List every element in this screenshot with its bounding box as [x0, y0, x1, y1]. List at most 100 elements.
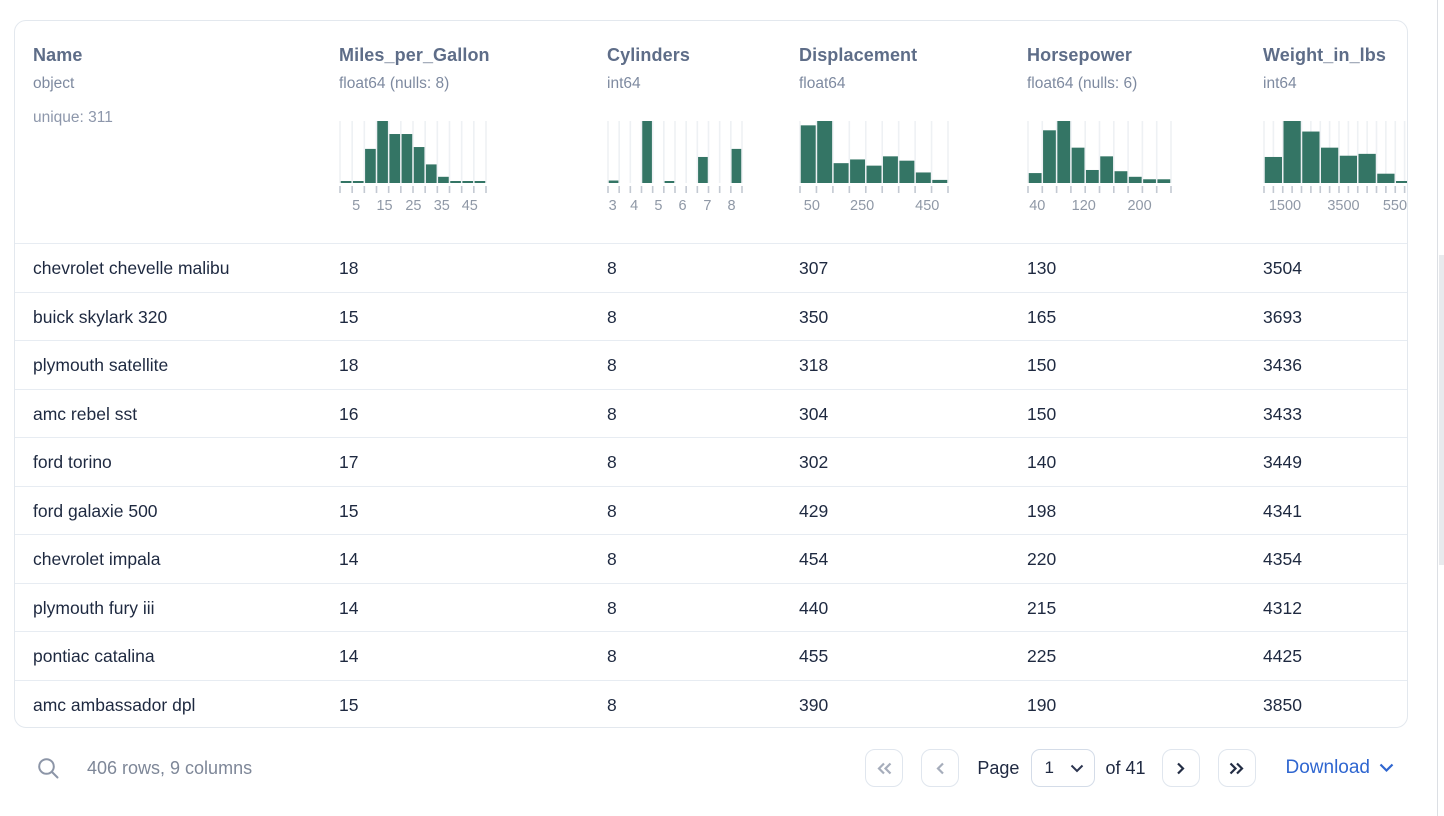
- column-histogram-wrap: 5 15 25 35 45: [339, 121, 487, 220]
- cell-displacement: 350: [799, 306, 829, 327]
- svg-text:120: 120: [1072, 198, 1096, 214]
- column-dtype: object: [33, 75, 75, 92]
- last-page-button[interactable]: [1217, 749, 1256, 787]
- cell-cylinders: 8: [607, 403, 617, 424]
- svg-text:3500: 3500: [1327, 198, 1359, 214]
- svg-text:40: 40: [1029, 198, 1045, 214]
- chevron-down-icon: [1379, 763, 1394, 773]
- svg-text:6: 6: [678, 198, 686, 214]
- column-unique-count: unique: 311: [33, 109, 113, 126]
- column-name: Cylinders: [607, 45, 690, 65]
- cell-name: chevrolet impala: [33, 549, 161, 569]
- cell-displacement: 429: [799, 500, 829, 521]
- svg-text:5: 5: [352, 198, 360, 214]
- svg-text:8: 8: [728, 198, 736, 214]
- cell-displacement: 455: [799, 646, 829, 666]
- cell-horsepower: 220: [1027, 549, 1057, 569]
- cell-cylinders: 8: [607, 549, 617, 569]
- table-row[interactable]: amc ambassador dpl 15 8 390 190 3850: [15, 681, 1407, 728]
- miles_per_gallon-histogram: 5 15 25 35 45: [339, 121, 487, 214]
- cell-horsepower: 165: [1027, 306, 1057, 327]
- svg-text:1500: 1500: [1269, 198, 1301, 214]
- dataframe-card: Name object unique: 311 Miles_per_Gallon flo…: [14, 20, 1408, 728]
- column-name: Horsepower: [1027, 45, 1133, 65]
- table-row[interactable]: pontiac catalina 14 8 455 225 4425: [15, 632, 1407, 681]
- displacement-histogram: 50 250 450: [799, 121, 949, 214]
- cell-horsepower: 215: [1027, 597, 1057, 618]
- search-icon[interactable]: [36, 756, 61, 781]
- cell-horsepower: 140: [1027, 452, 1057, 472]
- cell-cylinders: 8: [607, 500, 617, 521]
- column-histogram-wrap: 40 120 200: [1027, 121, 1172, 220]
- cell-name: chevrolet chevelle malibu: [33, 258, 230, 278]
- column-header-miles_per_gallon[interactable]: Miles_per_Gallon float64 (nulls: 8) 5 15 25 3…: [339, 45, 490, 214]
- table-row[interactable]: plymouth fury iii 14 8 440 215 4312: [15, 584, 1407, 632]
- column-dtype: int64: [607, 75, 641, 92]
- download-button[interactable]: Download: [1286, 757, 1395, 779]
- svg-text:50: 50: [804, 198, 820, 214]
- column-histogram-wrap: 50 250 450: [799, 121, 949, 220]
- page-select[interactable]: 1: [1031, 749, 1096, 787]
- adjacent-panel-edge: [1437, 0, 1444, 816]
- cell-cylinders: 8: [607, 694, 617, 715]
- cell-cylinders: 8: [607, 452, 617, 472]
- table-row[interactable]: chevrolet impala 14 8 454 220 4354: [15, 535, 1407, 584]
- cell-miles_per_gallon: 14: [339, 646, 359, 666]
- table-header: Name object unique: 311 Miles_per_Gallon flo…: [15, 21, 1407, 244]
- cell-cylinders: 8: [607, 597, 617, 618]
- cell-name: ford torino: [33, 452, 112, 472]
- column-header-displacement[interactable]: Displacement float64 50 250 450: [799, 45, 949, 214]
- column-header-weight_in_lbs[interactable]: Weight_in_lbs int64 1500 3500 5500: [1263, 45, 1407, 214]
- chevrons-left-icon: [877, 762, 892, 774]
- table-row[interactable]: chevrolet chevelle malibu 18 8 307 130 3504: [15, 244, 1407, 293]
- cell-name: plymouth satellite: [33, 355, 169, 375]
- cell-weight_in_lbs: 3504: [1263, 258, 1302, 278]
- svg-text:7: 7: [703, 198, 711, 214]
- svg-text:250: 250: [850, 198, 874, 214]
- cell-weight_in_lbs: 4312: [1263, 597, 1302, 618]
- column-header-cylinders[interactable]: Cylinders int64 3 4 5 6 7 8: [607, 45, 743, 214]
- column-name: Weight_in_lbs: [1263, 45, 1386, 65]
- cell-miles_per_gallon: 16: [339, 403, 359, 424]
- cell-miles_per_gallon: 15: [339, 500, 359, 521]
- column-dtype: int64: [1263, 75, 1297, 92]
- cell-miles_per_gallon: 14: [339, 597, 359, 618]
- svg-text:4: 4: [630, 198, 638, 214]
- cell-weight_in_lbs: 3433: [1263, 403, 1302, 424]
- cell-horsepower: 198: [1027, 500, 1057, 521]
- column-dtype: float64 (nulls: 8): [339, 75, 450, 92]
- cell-name: buick skylark 320: [33, 306, 168, 327]
- cell-weight_in_lbs: 4354: [1263, 549, 1302, 569]
- cell-displacement: 318: [799, 355, 829, 375]
- page-label: Page: [977, 757, 1020, 778]
- cell-displacement: 307: [799, 258, 829, 278]
- table-row[interactable]: ford galaxie 500 15 8 429 198 4341: [15, 487, 1407, 535]
- chevron-down-icon: [1071, 764, 1084, 772]
- cell-name: pontiac catalina: [33, 646, 155, 666]
- cell-cylinders: 8: [607, 306, 617, 327]
- column-header-name[interactable]: Name object unique: 311: [33, 45, 113, 127]
- cell-horsepower: 130: [1027, 258, 1057, 278]
- svg-text:200: 200: [1127, 198, 1151, 214]
- cell-weight_in_lbs: 3850: [1263, 694, 1302, 715]
- column-dtype: float64 (nulls: 6): [1027, 75, 1138, 92]
- column-dtype: float64: [799, 75, 846, 92]
- table-row[interactable]: plymouth satellite 18 8 318 150 3436: [15, 341, 1407, 390]
- cell-name: amc ambassador dpl: [33, 694, 196, 715]
- scrollbar-thumb[interactable]: [1439, 255, 1444, 565]
- table-row[interactable]: buick skylark 320 15 8 350 165 3693: [15, 293, 1407, 341]
- first-page-button[interactable]: [865, 749, 904, 787]
- svg-text:15: 15: [376, 198, 392, 214]
- row-column-summary: 406 rows, 9 columns: [87, 757, 253, 778]
- cell-miles_per_gallon: 14: [339, 549, 359, 569]
- column-histogram-wrap: 1500 3500 5500: [1263, 121, 1407, 220]
- next-page-button[interactable]: [1161, 749, 1200, 787]
- table-row[interactable]: amc rebel sst 16 8 304 150 3433: [15, 390, 1407, 438]
- column-header-horsepower[interactable]: Horsepower float64 (nulls: 6) 40 120 200: [1027, 45, 1172, 214]
- svg-text:3: 3: [609, 198, 617, 214]
- table-row[interactable]: ford torino 17 8 302 140 3449: [15, 438, 1407, 487]
- previous-page-button[interactable]: [921, 749, 960, 787]
